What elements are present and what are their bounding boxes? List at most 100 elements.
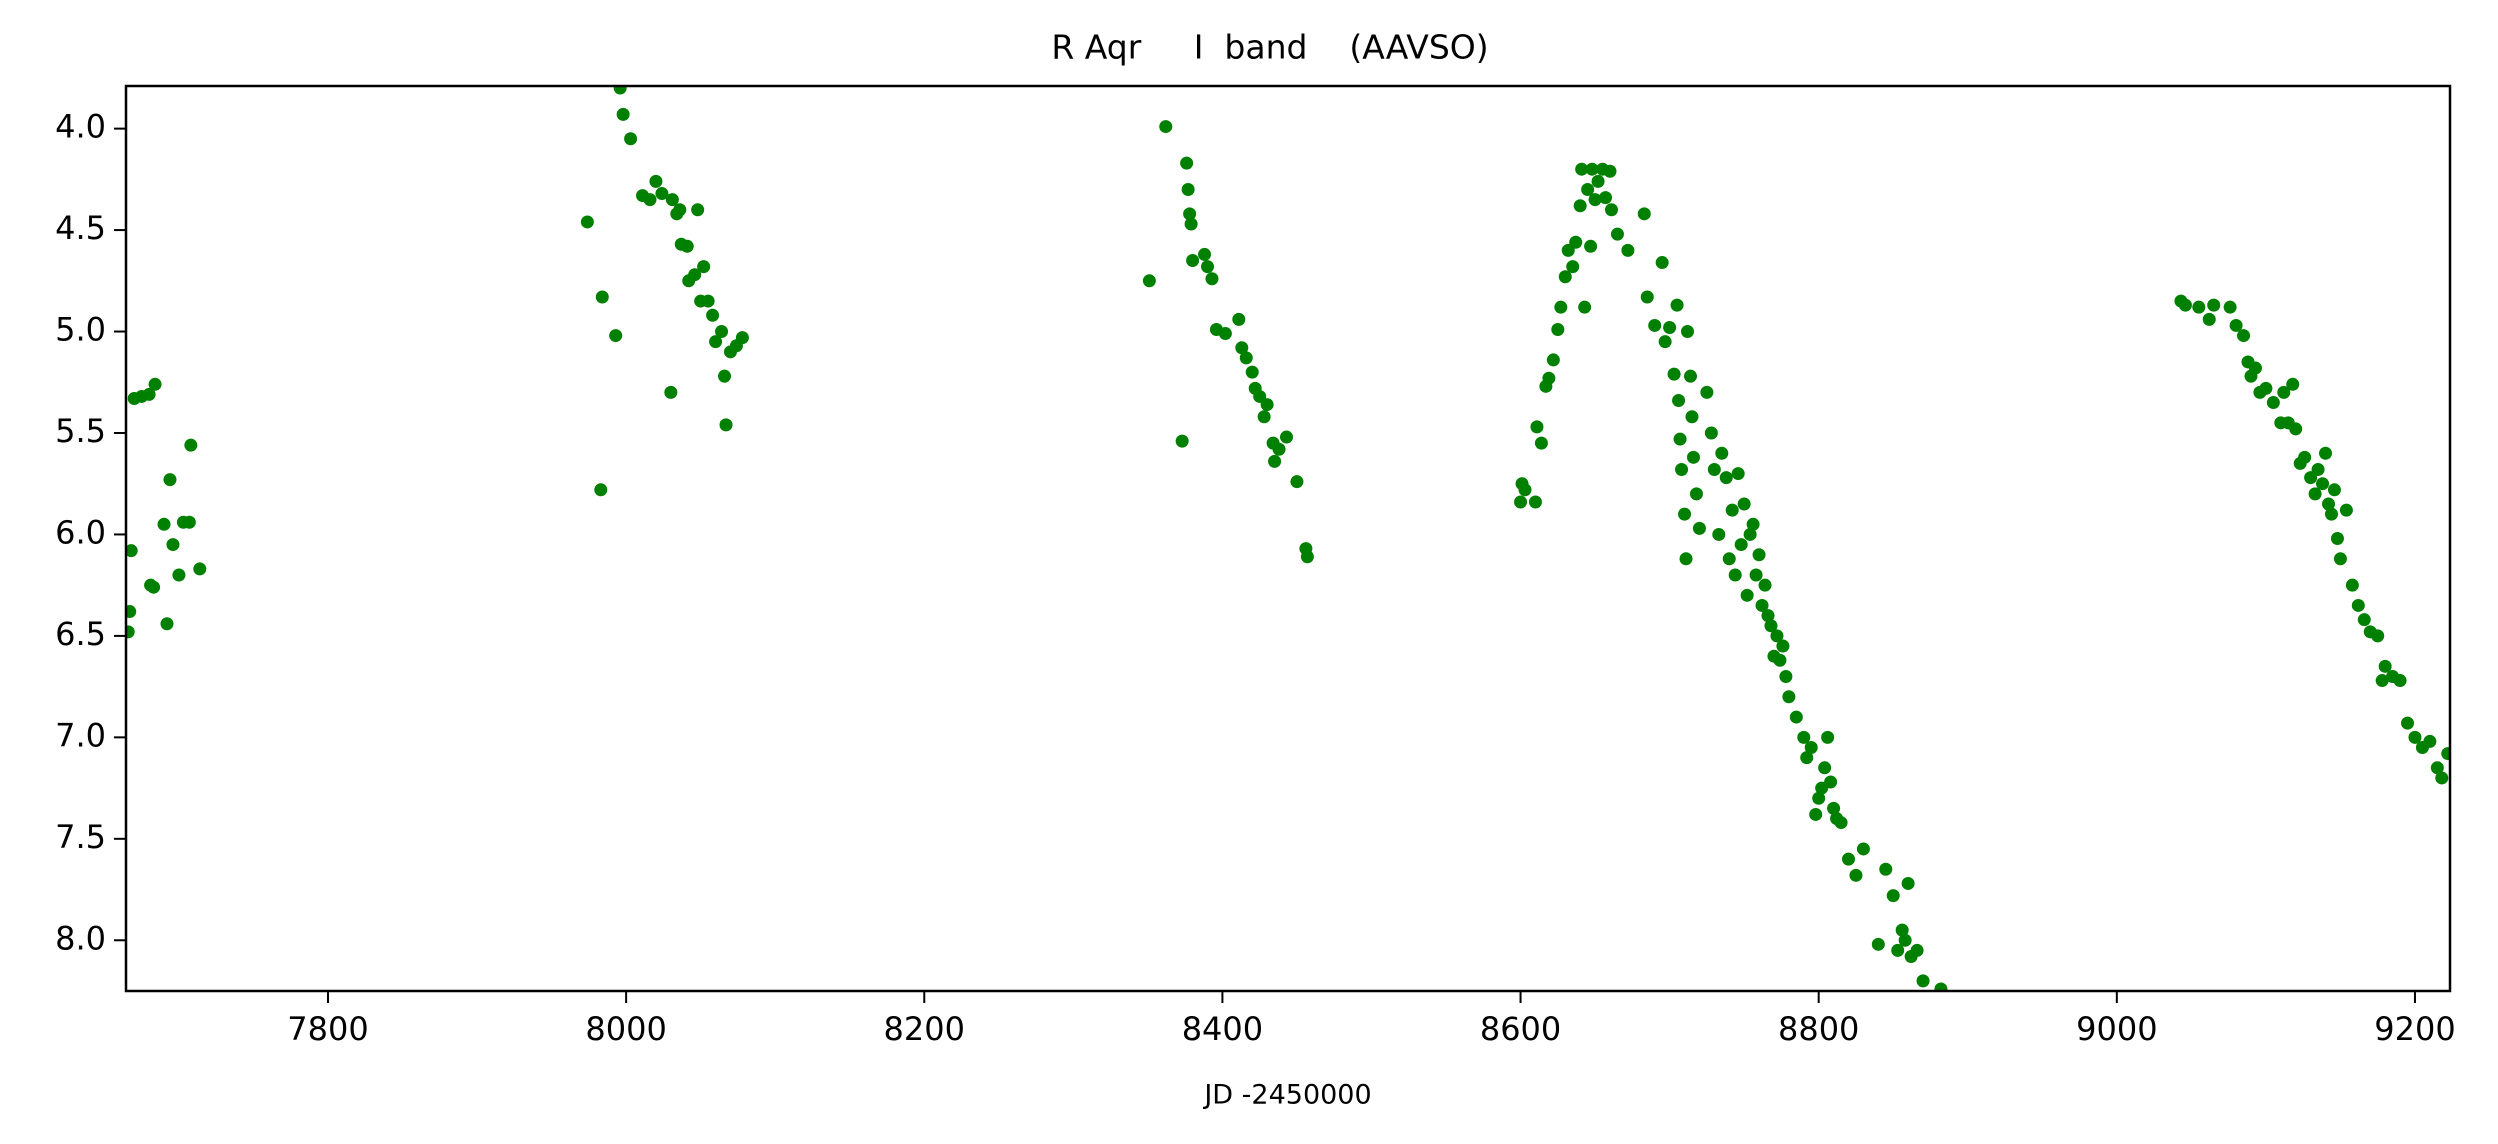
data-point	[1752, 548, 1766, 562]
data-point	[2327, 483, 2341, 497]
data-point	[1183, 207, 1197, 221]
data-point	[1280, 430, 1294, 444]
data-point	[1679, 552, 1693, 566]
data-point	[1809, 807, 1823, 821]
data-point	[1895, 923, 1909, 937]
data-point	[148, 377, 162, 391]
data-point	[1898, 933, 1912, 947]
data-point	[2202, 312, 2216, 326]
y-tick-label: 7.5	[55, 818, 106, 856]
data-point	[691, 203, 705, 217]
data-point	[166, 538, 180, 552]
data-point	[157, 517, 171, 531]
data-point	[1673, 432, 1687, 446]
data-point	[2311, 463, 2325, 477]
data-point	[1776, 639, 1790, 653]
data-point	[1201, 260, 1215, 274]
data-point	[1683, 369, 1697, 383]
data-point	[1232, 312, 1246, 326]
data-point	[1272, 442, 1286, 456]
data-point	[1764, 619, 1778, 633]
data-point	[701, 294, 715, 308]
data-point	[1610, 227, 1624, 241]
data-point	[715, 325, 729, 339]
data-point	[1667, 367, 1681, 381]
data-point	[1910, 943, 1924, 957]
data-point	[2316, 477, 2330, 491]
data-point	[1685, 410, 1699, 424]
data-point	[1218, 327, 1232, 341]
data-point	[673, 203, 687, 217]
data-point	[1575, 162, 1589, 176]
data-point	[2345, 578, 2359, 592]
data-point	[2322, 497, 2336, 511]
x-axis-label: JD -2450000	[1202, 1080, 1371, 1111]
data-point	[1534, 436, 1548, 450]
data-point	[2319, 446, 2333, 460]
data-point	[1871, 937, 1885, 951]
data-point	[624, 132, 638, 146]
data-point	[1584, 239, 1598, 253]
data-point	[172, 568, 186, 582]
data-point	[2277, 385, 2291, 399]
data-point	[2229, 318, 2243, 332]
data-point	[649, 174, 663, 188]
data-point	[126, 605, 137, 619]
data-point	[655, 187, 669, 201]
data-point	[1558, 270, 1572, 284]
data-point	[2259, 381, 2273, 395]
data-point	[665, 193, 679, 207]
data-point	[1514, 495, 1528, 509]
data-point	[2351, 598, 2365, 612]
data-point	[1528, 495, 1542, 509]
data-point	[126, 544, 138, 558]
data-point	[697, 260, 711, 274]
data-point	[1891, 943, 1905, 957]
data-point	[1856, 842, 1870, 856]
data-point	[1678, 507, 1692, 521]
data-point	[680, 239, 694, 253]
data-point	[1159, 120, 1173, 134]
data-point	[594, 483, 608, 497]
data-point	[2289, 422, 2303, 436]
data-point	[1603, 164, 1617, 178]
data-point	[1734, 538, 1748, 552]
x-tick-label: 7800	[287, 1010, 368, 1048]
data-point	[2248, 361, 2262, 375]
data-point	[1655, 256, 1669, 270]
data-point	[1184, 217, 1198, 231]
data-point	[1672, 394, 1686, 408]
data-point	[1689, 487, 1703, 501]
data-point	[1591, 174, 1605, 188]
data-point	[2357, 613, 2371, 627]
data-point	[2375, 674, 2389, 688]
data-point	[193, 562, 207, 576]
data-point	[2266, 396, 2280, 410]
data-point	[1142, 274, 1156, 288]
data-point	[1934, 982, 1948, 991]
data-point	[1640, 290, 1654, 304]
data-point	[1761, 609, 1775, 623]
data-point	[1722, 552, 1736, 566]
data-point	[718, 369, 732, 383]
data-point	[1731, 467, 1745, 481]
data-point	[1782, 690, 1796, 704]
data-point	[160, 617, 174, 631]
data-point	[2378, 659, 2392, 673]
data-point	[735, 331, 749, 345]
data-point	[1901, 876, 1915, 890]
data-point	[1770, 629, 1784, 643]
data-point	[1715, 446, 1729, 460]
data-point	[1621, 243, 1635, 257]
data-point	[1746, 517, 1760, 531]
data-point	[1804, 741, 1818, 755]
data-point	[1186, 254, 1200, 268]
data-point	[1588, 193, 1602, 207]
data-point	[1719, 471, 1733, 485]
data-point	[2298, 450, 2312, 464]
data-point	[1581, 182, 1595, 196]
y-tick-label: 6.5	[55, 615, 106, 653]
data-point	[1675, 463, 1689, 477]
data-point	[1743, 527, 1757, 541]
data-point	[1205, 272, 1219, 286]
